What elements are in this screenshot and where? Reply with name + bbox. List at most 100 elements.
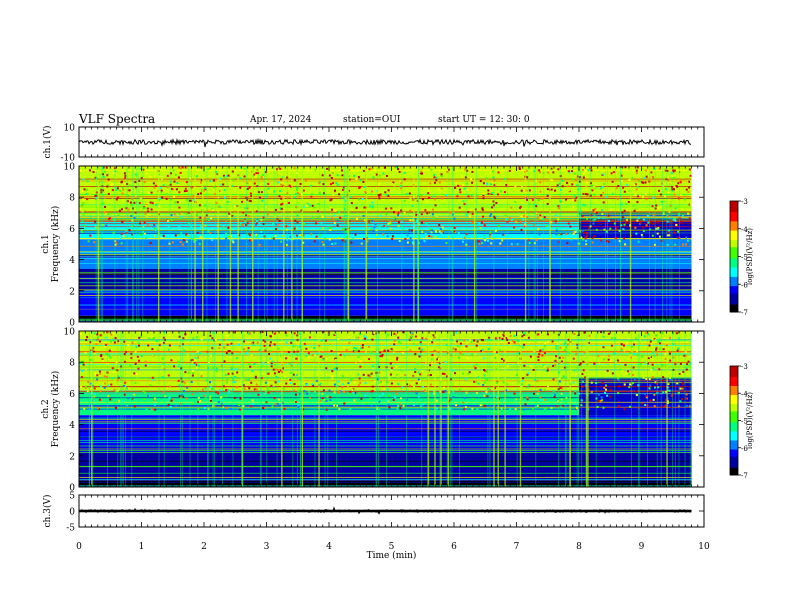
spectrogram-ch1-speckle [636, 219, 639, 222]
spectrogram-ch1-sferic [577, 166, 578, 322]
spectrogram-ch2-speckle [567, 376, 570, 379]
spectrogram-ch2-speckle [505, 337, 508, 340]
colorbar-1-segment [730, 254, 738, 257]
spectrogram-ch2-speckle [305, 384, 308, 387]
spectrogram-ch1-speckle [660, 239, 663, 242]
spectrogram-ch2-speckle [539, 349, 542, 352]
spectrogram-ch1-speckle [438, 188, 441, 191]
spectrogram-ch1-speckle [179, 212, 182, 215]
spectrogram-ch2-sferic [493, 331, 495, 487]
spectrogram-ch1-speckle [348, 168, 351, 171]
spectrogram-ch1-speckle [85, 188, 88, 191]
spectrogram-ch2-speckle [468, 348, 471, 351]
spectrogram-ch1-line [79, 289, 692, 291]
spectrogram-ch2-speckle [185, 397, 188, 400]
spectrogram-ch2-speckle [502, 394, 505, 397]
spectrogram-ch2-speckle [280, 369, 283, 372]
colorbar-2-segment [730, 453, 738, 456]
spectrogram-ch1-speckle [420, 194, 423, 197]
spectrogram-ch1-speckle [628, 178, 631, 181]
spectrogram-ch2-speckle [415, 392, 418, 395]
spectrogram-ch2-speckle [268, 357, 271, 360]
spectrogram-ch1-speckle [645, 219, 648, 222]
spectrogram-ch2-speckle [666, 400, 669, 403]
spectrogram-ch2-speckle [238, 350, 241, 353]
spectrogram-ch1-speckle [479, 180, 482, 183]
spectrogram-ch1-speckle [589, 167, 592, 170]
colorbar-1-segment [730, 284, 738, 287]
spectrogram-ch1-speckle [185, 189, 188, 192]
spectrogram-ch1-speckle [371, 206, 374, 209]
spectrogram-ch2-line [79, 337, 692, 339]
spectrogram-ch2-speckle [386, 381, 389, 384]
spectrogram-ch1-speckle [427, 192, 430, 195]
spectrogram-ch2-line [79, 346, 692, 348]
spectrogram-ch2-speckle [480, 338, 483, 341]
spectrogram-ch1-speckle [246, 198, 249, 201]
spectrogram-ch1-speckle [656, 228, 659, 231]
spectrogram-ch2-speckle [239, 332, 242, 335]
colorbar-2-segment [730, 456, 738, 460]
spectrogram-ch1-speckle [397, 205, 400, 208]
spectrogram-ch2-line [79, 405, 692, 406]
spectrogram-ch2-speckle [443, 372, 446, 375]
spectrogram-ch1-speckle [466, 182, 469, 185]
spectrogram-ch1-speckle [321, 174, 324, 177]
spectrogram-ch2-speckle [609, 388, 612, 391]
spectrogram-ch2-speckle [220, 404, 223, 407]
spectrogram-ch2-speckle [576, 408, 579, 411]
spectrogram-ch1-speckle [341, 174, 344, 177]
spectrogram-ch2-speckle [232, 378, 235, 381]
spectrogram-ch2-speckle [452, 347, 455, 350]
spectrogram-ch2-speckle [191, 360, 194, 363]
spectrogram-ch2-speckle [325, 367, 328, 370]
spectrogram-ch2-speckle [103, 375, 106, 378]
spectrogram-ch1-sferic [273, 166, 275, 322]
spectrogram-ch1-speckle [575, 178, 578, 181]
spectrogram-ch1-ylabel-ch: ch.1 [41, 234, 51, 253]
spectrogram-ch1-speckle [338, 210, 341, 213]
spectrogram-ch2-speckle [664, 404, 667, 407]
spectrogram-ch1-speckle [670, 220, 673, 223]
spectrogram-ch1-speckle [270, 178, 273, 181]
spectrogram-ch1-speckle [320, 221, 323, 224]
spectrogram-ch2-speckle [527, 372, 530, 375]
spectrogram-ch1-speckle [569, 225, 572, 228]
spectrogram-ch2-speckle [355, 336, 358, 339]
spectrogram-ch1-speckle [526, 243, 529, 246]
spectrogram-ch1-speckle [624, 243, 627, 246]
spectrogram-ch1-speckle [645, 198, 648, 201]
spectrogram-ch2-speckle [129, 364, 132, 367]
spectrogram-ch2-speckle [93, 387, 96, 390]
spectrogram-ch2-speckle [124, 360, 127, 363]
spectrogram-ch2-speckle [422, 386, 425, 389]
spectrogram-ch1-sferic [418, 166, 420, 322]
spectrogram-ch2-speckle [307, 352, 310, 355]
colorbar-2-segment [730, 427, 738, 431]
spectrogram-ch2-speckle [131, 373, 134, 376]
spectrogram-ch2-speckle [338, 336, 341, 339]
spectrogram-ch2-speckle [345, 348, 348, 351]
spectrogram-ch2-speckle [196, 366, 199, 369]
spectrogram-ch2-sferic [281, 331, 283, 487]
spectrogram-ch2-speckle [120, 377, 123, 380]
spectrogram-ch1-speckle [487, 189, 490, 192]
spectrogram-ch2-speckle [575, 373, 578, 376]
spectrogram-ch2-speckle [429, 364, 432, 367]
spectrogram-ch1-speckle [522, 239, 525, 242]
spectrogram-ch2-speckle [147, 344, 150, 347]
spectrogram-ch2-speckle [500, 357, 503, 360]
colorbar-2-segment [730, 422, 738, 425]
spectrogram-ch1-speckle [571, 183, 574, 186]
spectrogram-ch2-speckle [677, 347, 680, 350]
spectrogram-ch2-speckle [184, 333, 187, 336]
spectrogram-ch2-speckle [232, 331, 235, 334]
spectrogram-ch1-speckle [159, 197, 162, 200]
spectrogram-ch2-speckle [373, 388, 376, 391]
spectrogram-ch2-speckle [106, 371, 109, 374]
spectrogram-ch1-speckle [256, 168, 259, 171]
spectrogram-ch1-speckle [678, 217, 681, 220]
spectrogram-ch2-speckle [597, 393, 600, 396]
spectrogram-ch2-line [79, 477, 692, 478]
spectrogram-ch1-speckle [423, 240, 426, 243]
